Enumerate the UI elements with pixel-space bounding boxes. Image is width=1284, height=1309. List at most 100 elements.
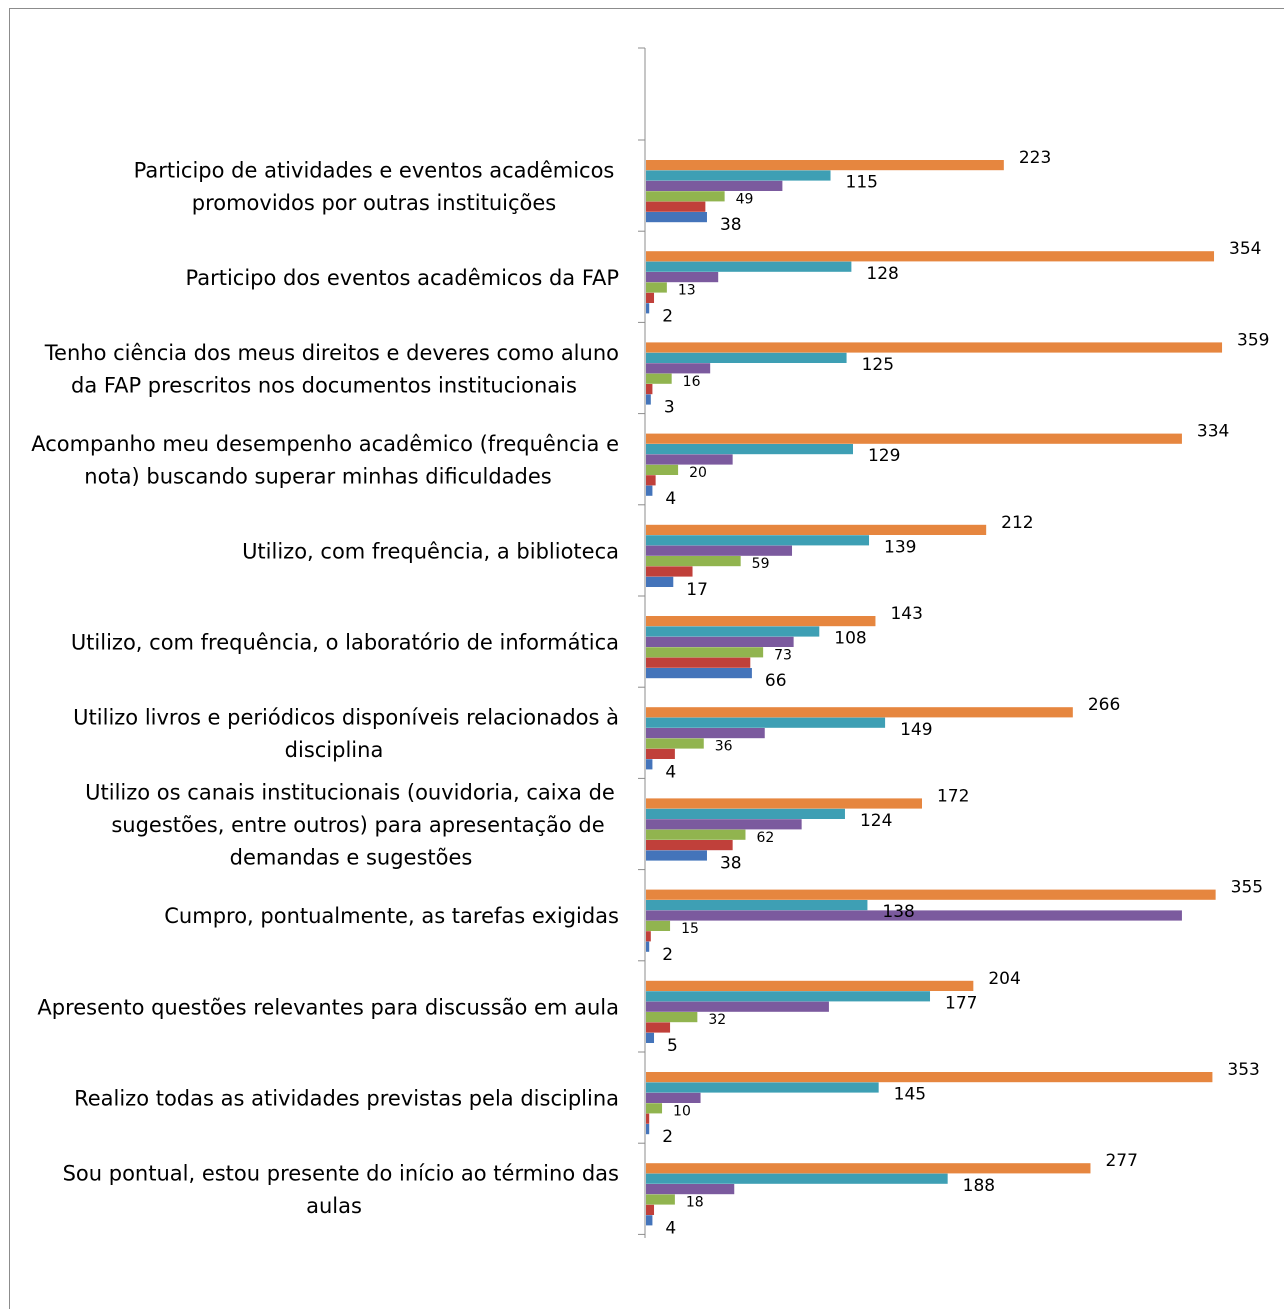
bar <box>646 748 675 759</box>
bar <box>646 556 741 567</box>
data-label: 128 <box>866 264 898 284</box>
bar <box>646 201 706 212</box>
bar <box>646 394 651 405</box>
data-label: 66 <box>765 671 787 691</box>
bar <box>646 1092 701 1103</box>
bar <box>646 931 651 942</box>
bar <box>646 1072 1213 1083</box>
category-label: Sou pontual, estou presente do início ao… <box>63 1162 619 1219</box>
bar <box>646 384 653 395</box>
bar <box>646 1194 675 1205</box>
bar <box>646 1124 650 1135</box>
data-label: 20 <box>689 465 707 481</box>
bar <box>646 1082 879 1093</box>
bar <box>646 798 922 809</box>
bar <box>646 464 679 475</box>
bar <box>646 1204 655 1215</box>
data-label: 18 <box>686 1195 704 1211</box>
bar <box>646 1022 671 1033</box>
data-label: 266 <box>1088 695 1120 715</box>
bar <box>646 282 667 293</box>
data-label: 49 <box>736 191 754 207</box>
data-label: 62 <box>756 830 774 846</box>
bar <box>646 524 987 535</box>
data-label: 353 <box>1227 1060 1259 1080</box>
bar <box>646 272 719 283</box>
bar <box>646 889 1216 900</box>
bar <box>646 191 725 202</box>
chart-frame <box>9 8 1284 1309</box>
bar <box>646 160 1004 171</box>
bar <box>646 819 802 830</box>
bar <box>646 576 674 587</box>
category-label: Utilizo, com frequência, a biblioteca <box>242 539 619 563</box>
bar <box>646 1012 698 1023</box>
bar <box>646 292 655 303</box>
data-label: 115 <box>846 173 878 193</box>
data-label: 354 <box>1229 239 1261 259</box>
category-label: Apresento questões relevantes para discu… <box>37 995 619 1019</box>
data-label: 334 <box>1197 422 1229 442</box>
bars-layer <box>646 160 1223 1226</box>
bar <box>646 991 931 1002</box>
bar <box>646 433 1182 444</box>
category-label: Realizo todas as atividades previstas pe… <box>74 1087 619 1111</box>
bar <box>646 342 1223 353</box>
bar <box>646 829 746 840</box>
category-label: Tenho ciência dos meus direitos e devere… <box>44 341 619 398</box>
data-label: 359 <box>1237 330 1269 350</box>
data-label: 15 <box>681 921 699 937</box>
data-label: 5 <box>667 1036 678 1056</box>
data-label: 277 <box>1105 1151 1137 1171</box>
data-label: 38 <box>720 215 742 235</box>
data-label: 138 <box>882 902 914 922</box>
data-label: 355 <box>1231 878 1263 898</box>
bar <box>646 535 870 546</box>
data-label: 73 <box>774 647 792 663</box>
data-label: 59 <box>752 556 770 572</box>
bar <box>646 1184 735 1195</box>
bar <box>646 444 853 455</box>
bar <box>646 850 707 861</box>
bar <box>646 180 783 191</box>
bar <box>646 1113 650 1124</box>
category-label: Utilizo livros e periódicos disponíveis … <box>73 706 619 763</box>
bar <box>646 717 886 728</box>
bar <box>646 636 794 647</box>
bar <box>646 738 704 749</box>
data-label: 124 <box>860 811 892 831</box>
data-label: 177 <box>945 993 977 1013</box>
data-label: 172 <box>937 786 969 806</box>
data-label: 145 <box>894 1085 926 1105</box>
category-label: Utilizo os canais institucionais (ouvido… <box>85 781 615 870</box>
data-label: 212 <box>1001 513 1033 533</box>
data-label: 36 <box>715 739 733 755</box>
data-label: 4 <box>665 1218 676 1238</box>
bar <box>646 352 847 363</box>
data-label: 139 <box>884 537 916 557</box>
bar <box>646 980 974 991</box>
bar <box>646 910 1182 921</box>
bar <box>646 1103 663 1114</box>
bar <box>646 485 653 496</box>
bar <box>646 545 793 556</box>
data-label: 143 <box>890 604 922 624</box>
labels-layer: Participo de atividades e eventos acadêm… <box>31 148 1269 1238</box>
bar <box>646 566 693 577</box>
data-label: 4 <box>665 762 676 782</box>
bar <box>646 303 650 314</box>
bar-chart: Participo de atividades e eventos acadêm… <box>31 47 1270 1238</box>
bar <box>646 657 751 668</box>
bar <box>646 840 733 851</box>
data-label: 10 <box>673 1103 691 1119</box>
bar <box>646 668 752 679</box>
bar <box>646 647 764 658</box>
bar <box>646 251 1215 262</box>
data-label: 2 <box>662 1127 673 1147</box>
bar <box>646 261 852 272</box>
data-label: 129 <box>868 446 900 466</box>
bar <box>646 454 733 465</box>
data-label: 16 <box>683 374 701 390</box>
bar <box>646 1001 829 1012</box>
data-label: 149 <box>900 720 932 740</box>
